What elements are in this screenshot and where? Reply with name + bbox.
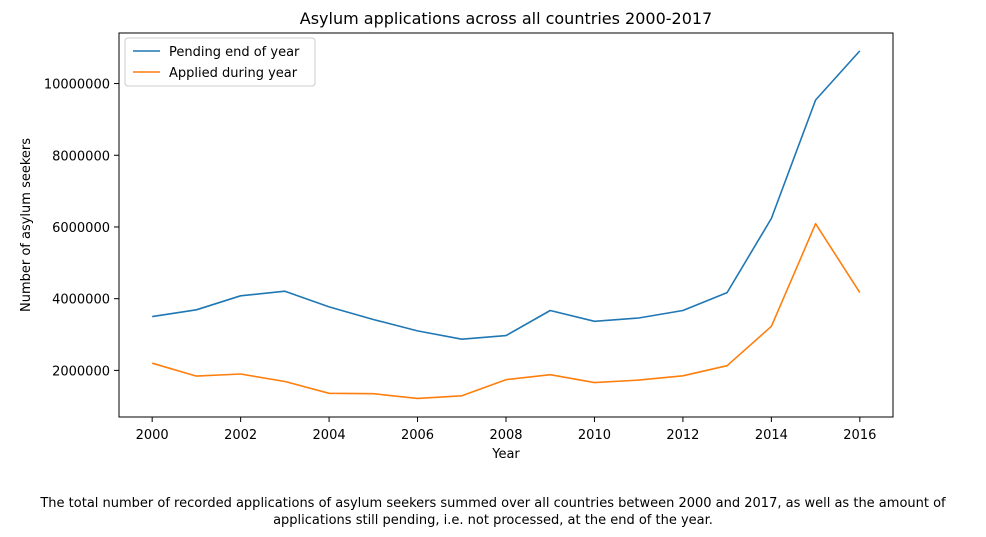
line-chart: Asylum applications across all countries… [19,9,894,462]
x-tick-label: 2004 [313,428,346,443]
plot-area [118,32,894,418]
legend-entries: Pending end of year Applied during year [133,45,300,81]
x-tick-label: 2010 [578,428,611,443]
series-line-pending [152,50,861,341]
chart-title: Asylum applications across all countries… [300,9,712,28]
x-tick-label: 2000 [136,428,169,443]
x-axis-label: Year [491,447,520,462]
x-tick-label: 2012 [666,428,699,443]
legend-label: Applied during year [169,66,298,81]
y-tick-label: 6000000 [52,221,110,236]
legend-box [124,37,316,87]
x-tick-label: 2008 [489,428,522,443]
legend: Pending end of year Applied during year [124,37,316,87]
legend-label: Pending end of year [169,45,300,60]
y-tick-label: 10000000 [44,78,110,93]
x-tick-label: 2006 [401,428,434,443]
y-axis-label: Number of asylum seekers [19,138,34,312]
series-lines [151,50,861,400]
y-tick-label: 4000000 [52,293,110,308]
x-tick-label: 2014 [755,428,788,443]
x-axis: 2000 2002 2004 2006 2008 2010 2012 2014 2016 [136,417,876,443]
x-tick-label: 2002 [224,428,257,443]
y-tick-label: 2000000 [52,364,110,379]
figure-caption: The total number of recorded application… [40,496,946,528]
x-tick-label: 2016 [843,428,876,443]
y-axis: 2000000 4000000 6000000 8000000 10000000 [44,78,119,379]
y-tick-label: 8000000 [52,149,110,164]
series-line-applied [151,222,861,400]
